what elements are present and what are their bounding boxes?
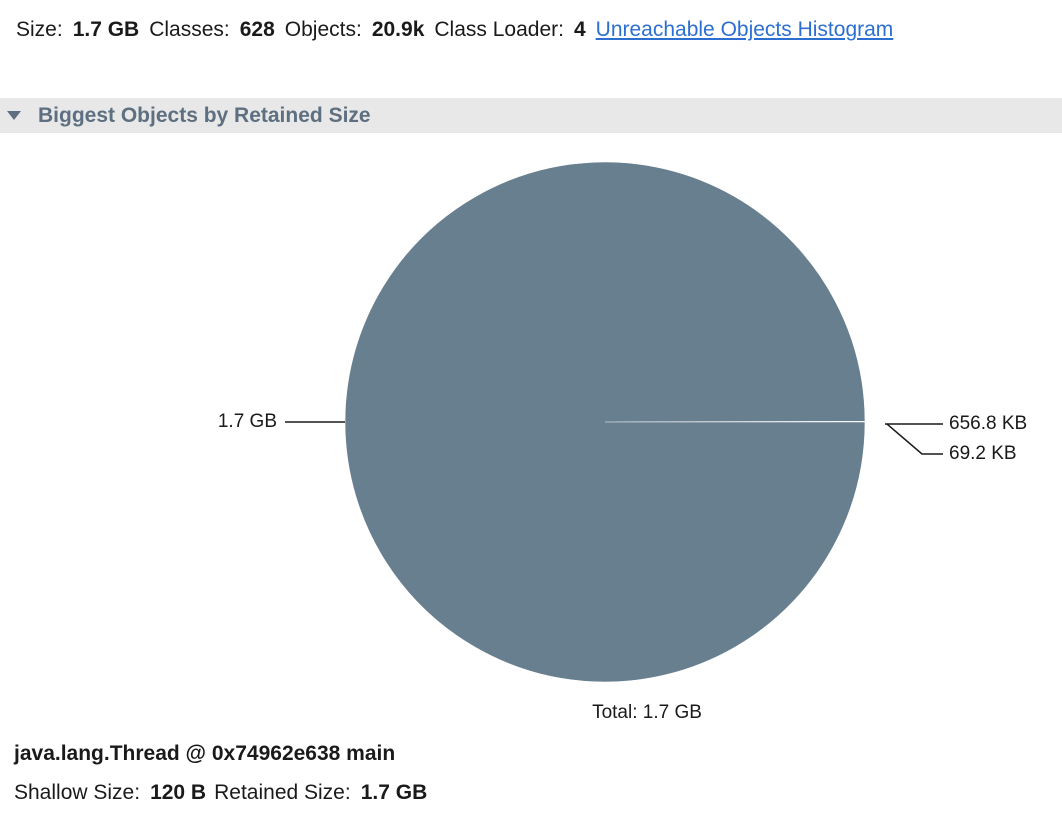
objects-label: Objects: (284, 18, 362, 41)
class-loader-value: 4 (573, 18, 586, 41)
selected-object-title: java.lang.Thread @ 0x74962e638 main (14, 742, 396, 765)
pie-labels: 1.7 GB 656.8 KB 69.2 KB (218, 411, 1027, 464)
retained-size-pie-chart: 1.7 GB 656.8 KB 69.2 KB Total: 1.7 GB (218, 161, 1027, 723)
leader-line (886, 423, 943, 455)
selected-object-sizes: Shallow Size: 120 B Retained Size: 1.7 G… (14, 781, 435, 805)
classes-value: 628 (239, 18, 275, 41)
size-label: Size: (16, 18, 63, 41)
pie-slice-label: 656.8 KB (949, 413, 1027, 434)
pie-leader-lines (285, 421, 943, 455)
unreachable-objects-histogram-link[interactable]: Unreachable Objects Histogram (595, 18, 894, 41)
heap-summary: Size: 1.7 GB Classes: 628 Objects: 20.9k… (16, 16, 893, 44)
class-loader-label: Class Loader: (434, 18, 564, 41)
disclosure-triangle-icon[interactable] (7, 111, 21, 120)
retained-size-label: Retained Size: (214, 781, 351, 804)
biggest-objects-section-header[interactable]: Biggest Objects by Retained Size (0, 98, 1062, 133)
pie-slice-label: 69.2 KB (949, 443, 1017, 464)
objects-value: 20.9k (371, 18, 425, 41)
size-value: 1.7 GB (72, 18, 140, 41)
shallow-size-value: 120 B (150, 781, 207, 804)
pie-slice-label: 1.7 GB (218, 411, 277, 432)
pie-slice[interactable] (344, 161, 866, 683)
classes-label: Classes: (149, 18, 230, 41)
pie-total-label: Total: 1.7 GB (592, 702, 702, 723)
shallow-size-label: Shallow Size: (14, 781, 141, 804)
pie-slices (344, 161, 866, 683)
retained-size-value: 1.7 GB (360, 781, 428, 804)
section-title: Biggest Objects by Retained Size (38, 103, 371, 127)
